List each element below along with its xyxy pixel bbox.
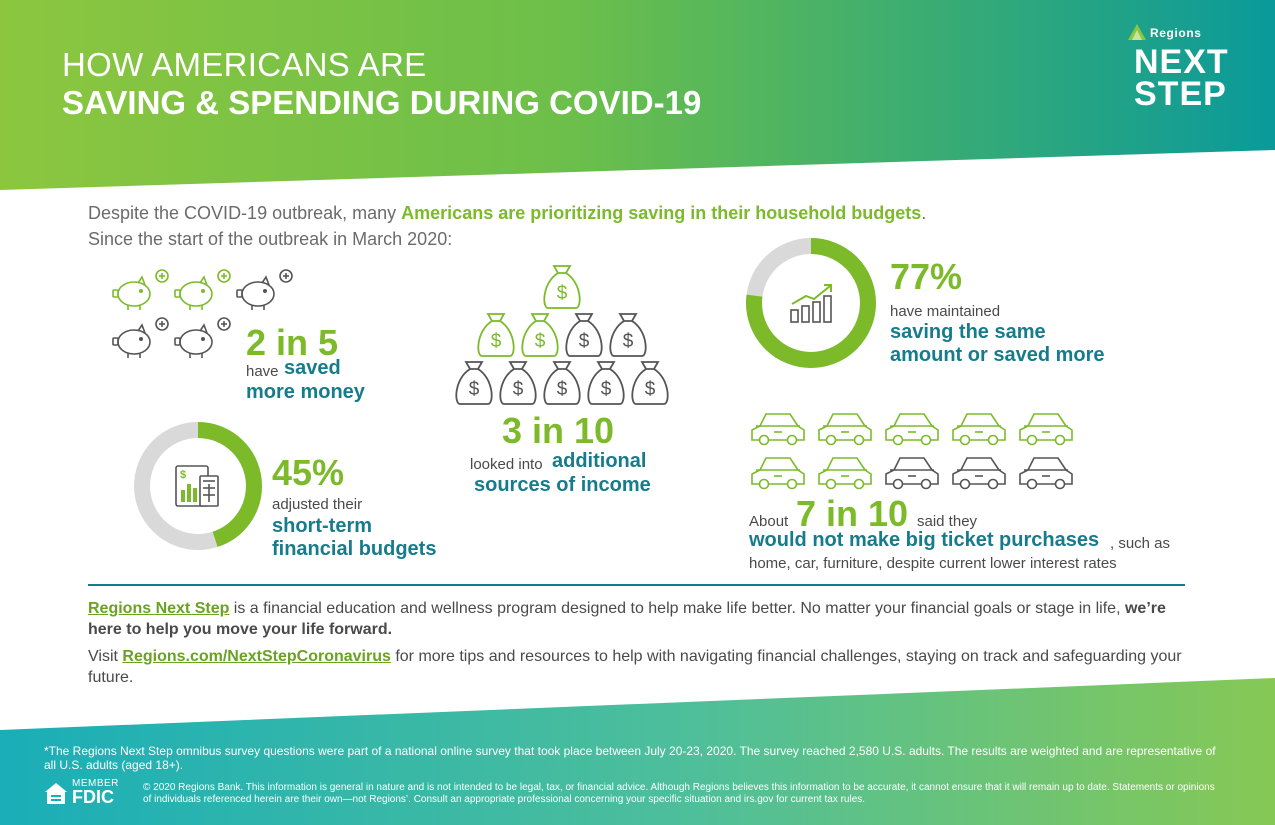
purchases-stat-suffix: said they [917,513,978,530]
intro-highlight: Americans are prioritizing saving in the… [401,203,922,223]
income-stat-line1: additional [552,450,647,472]
purchases-stat-number: 7 in 10 [796,493,909,534]
budget-donut-chart: $ [134,422,262,550]
car-icon [885,413,939,446]
car-icon [751,413,805,446]
title-line-2: SAVING & SPENDING DURING COVID-19 [62,84,702,121]
money-bag-icon: $ [543,265,581,309]
program-text: is a financial education and wellness pr… [229,600,1125,617]
piggy-bank-icon [112,269,169,310]
purchases-stat-line1: would not make big ticket purchases [749,529,1100,551]
svg-text:$: $ [557,379,568,400]
section-divider [88,584,1185,586]
fdic-text: FDIC [72,787,114,807]
money-bag-icon: $ [543,361,581,405]
car-icon [751,457,805,490]
maintained-stat-number: 77% [890,256,963,297]
budget-stat-line2: financial budgets [272,538,437,560]
svg-text:$: $ [469,379,480,400]
savings-donut-fill [746,238,876,368]
budget-stat-prefix: adjusted their [272,496,363,513]
money-bag-icon: $ [455,361,493,405]
maintained-stat-prefix: have maintained [890,303,1001,320]
piggy-bank-icon [174,269,231,310]
calculator-icon: $ [175,465,219,507]
saved-stat-prefix: have [246,363,279,380]
logo-step-text: STEP [1134,75,1227,113]
fdic-member-text: MEMBER [72,778,119,789]
svg-text:$: $ [645,379,656,400]
regions-leaf-icon [1128,24,1146,40]
visit-text: for more tips and resources to help with… [88,648,1182,686]
regions-next-step-link[interactable]: Regions Next Step [88,600,230,617]
car-icon [952,413,1006,446]
logo-next-text: NEXT [1134,43,1229,81]
intro-post: . [921,203,927,223]
header-banner [0,0,1275,190]
svg-text:$: $ [180,469,186,481]
regions-next-step-logo: Regions NEXT STEP [1128,20,1238,120]
budget-stat-number: 45% [272,452,345,493]
piggy-bank-icon-group [112,269,293,358]
survey-footnote: *The Regions Next Step omnibus survey qu… [44,744,1216,772]
saved-stat-line2: more money [246,381,365,403]
svg-text:$: $ [601,379,612,400]
intro-pre: Despite the COVID-19 outbreak, many [88,203,402,223]
visit-prefix: Visit [88,648,123,665]
footer-banner [0,678,1275,825]
intro-line-1: Despite the COVID-19 outbreak, many Amer… [88,203,926,224]
car-icon [1019,413,1073,446]
svg-text:$: $ [623,331,634,352]
legal-disclaimer: © 2020 Regions Bank. This information is… [143,782,1215,805]
car-icon [1019,457,1073,490]
car-icon [885,457,939,490]
growth-chart-icon [790,284,832,323]
budget-stat-line1: short-term [272,515,373,537]
saved-stat-number: 2 in 5 [246,322,339,363]
money-bag-icon: $ [565,313,603,357]
income-stat-line2: sources of income [474,474,651,496]
fdic-logo: MEMBER FDIC [44,778,139,812]
svg-text:$: $ [513,379,524,400]
purchases-stat-line2: home, car, furniture, despite current lo… [749,555,1117,572]
piggy-bank-icon [112,317,169,358]
money-bag-icon: $ [587,361,625,405]
svg-text:$: $ [491,331,502,352]
program-bold-text: we’re here to help you move your life fo… [88,600,1166,638]
money-bag-icon: $ [609,313,647,357]
piggy-bank-icon [236,269,293,310]
savings-donut-chart [746,238,876,368]
visit-paragraph: Visit Regions.com/NextStepCoronavirus fo… [88,646,1198,688]
saved-stat-line1: saved [284,357,341,379]
logo-regions-text: Regions [1150,26,1202,40]
title-line-1: HOW AMERICANS ARE [62,46,427,83]
purchases-stat-prefix: About [749,513,789,530]
svg-text:$: $ [579,331,590,352]
car-icon [818,457,872,490]
car-icon [818,413,872,446]
money-bag-icon: $ [477,313,515,357]
piggy-bank-icon [174,317,231,358]
equal-housing-icon [45,783,67,804]
income-stat-prefix: looked into [470,456,543,473]
money-bag-icon: $ [631,361,669,405]
maintained-stat-line1: saving the same [890,321,1046,343]
money-bag-icon: $ [521,313,559,357]
svg-text:$: $ [535,331,546,352]
regions-coronavirus-link[interactable]: Regions.com/NextStepCoronavirus [122,648,391,665]
svg-text:$: $ [557,283,568,304]
program-paragraph: Regions Next Step is a financial educati… [88,598,1198,640]
money-bag-icon-group: $ $ $ $ $ $ $ $ $ $ [455,265,669,405]
maintained-stat-line2: amount or saved more [890,344,1105,366]
car-icon-group [751,413,1073,490]
intro-line-2: Since the start of the outbreak in March… [88,229,453,249]
money-bag-icon: $ [499,361,537,405]
purchases-stat-suffix-2: , such as [1110,535,1171,552]
budget-donut-fill [134,422,262,550]
car-icon [952,457,1006,490]
income-stat-number: 3 in 10 [502,410,615,451]
